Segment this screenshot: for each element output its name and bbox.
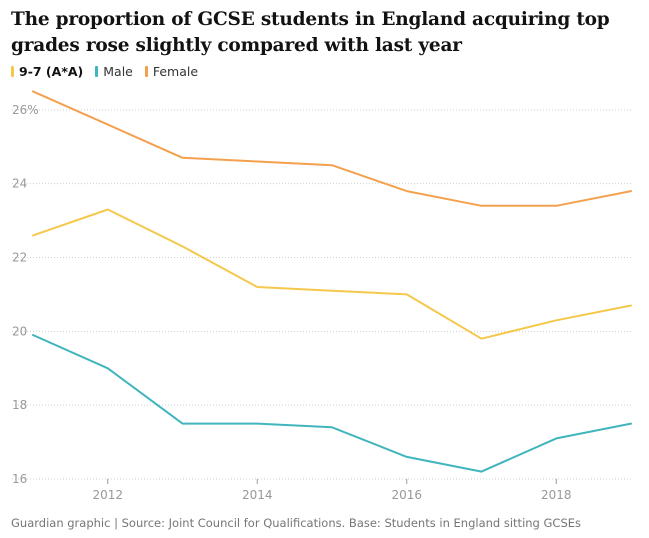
legend-label-male: Male — [103, 64, 133, 79]
legend-swatch-female — [144, 66, 148, 77]
legend: 9-7 (A*A) Male Female — [11, 64, 198, 79]
legend-label-grades: 9-7 (A*A) — [19, 64, 84, 79]
chart-title: The proportion of GCSE students in Engla… — [11, 9, 610, 56]
series-line-male — [32, 334, 632, 473]
source-footer: Guardian graphic | Source: Joint Council… — [11, 516, 582, 530]
y-tick-label: 24 — [12, 177, 27, 191]
x-tick-label: 2012 — [92, 488, 123, 502]
legend-item-grades: 9-7 (A*A) — [11, 64, 83, 79]
y-tick-label: 18 — [12, 398, 27, 412]
series-line-female — [32, 90, 632, 207]
y-tick-label: 20 — [12, 324, 27, 338]
legend-item-male: Male — [95, 64, 133, 79]
x-tick-label: 2018 — [541, 488, 572, 502]
x-tick-label: 2016 — [391, 488, 422, 502]
series-line-grades — [32, 208, 632, 340]
y-tick-label: 26% — [12, 103, 39, 117]
legend-swatch-grades — [11, 66, 14, 77]
legend-label-female: Female — [152, 64, 199, 79]
line-chart: 16 18 20 22 24 26% 2012 2014 2016 2018 — [12, 90, 632, 502]
legend-swatch-male — [95, 66, 99, 77]
y-tick-label: 16 — [12, 472, 27, 486]
legend-item-female: Female — [144, 64, 199, 79]
x-tick-label: 2014 — [242, 488, 273, 502]
y-tick-label: 22 — [12, 251, 27, 265]
